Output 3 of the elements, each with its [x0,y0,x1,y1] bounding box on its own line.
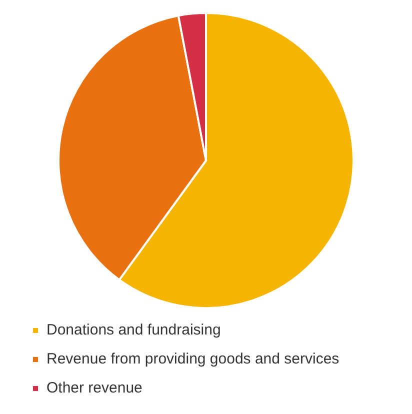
legend-label: Other revenue [46,380,142,397]
legend-label: Revenue from providing goods and services [46,350,340,368]
legend-label: Donations and fundraising [46,322,221,339]
